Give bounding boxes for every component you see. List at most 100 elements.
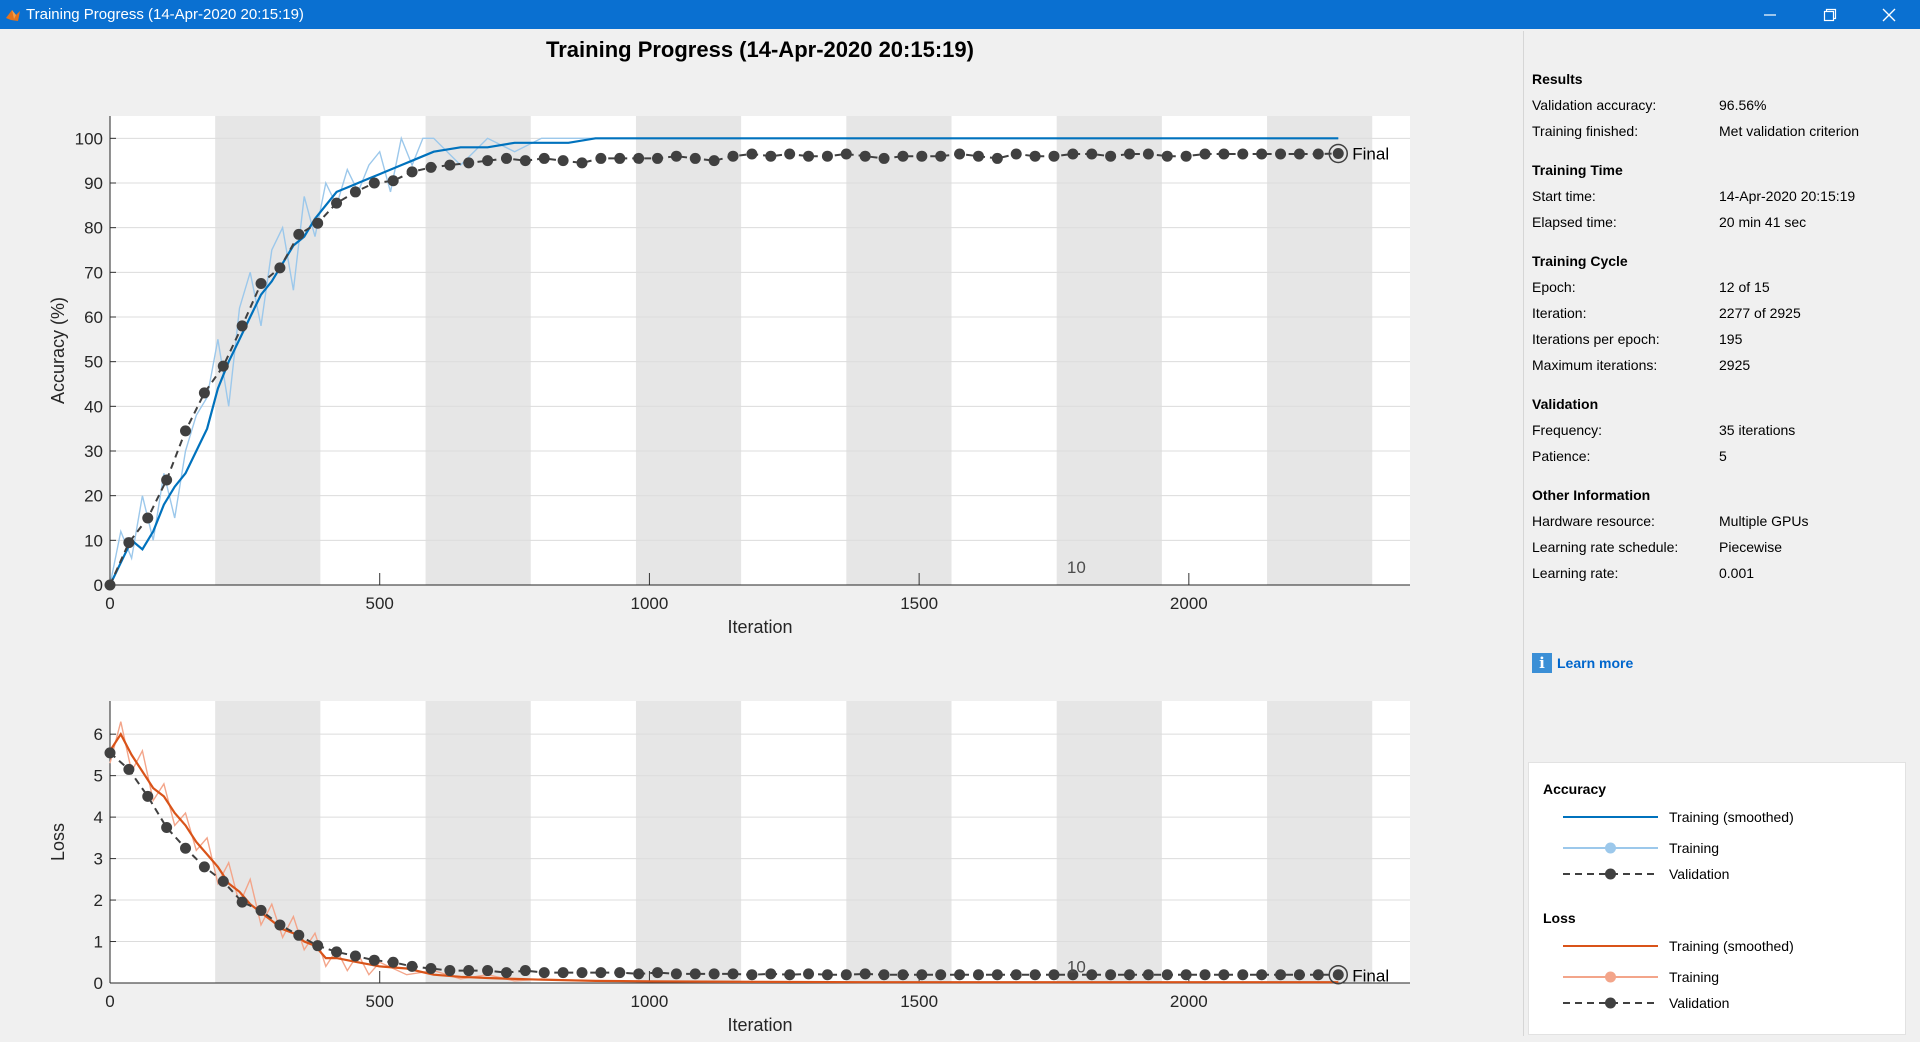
window-titlebar: Training Progress (14-Apr-2020 20:15:19) (0, 0, 1920, 29)
close-button[interactable] (1866, 0, 1912, 29)
validation-point (1067, 969, 1079, 981)
validation-point (444, 159, 456, 171)
epoch-band (1267, 701, 1373, 983)
validation-point (463, 157, 475, 169)
validation-point (614, 967, 626, 979)
validation-point (916, 150, 928, 162)
validation-point (1218, 969, 1230, 981)
x-tick-label: 500 (366, 594, 394, 613)
info-value: 12 of 15 (1719, 279, 1770, 295)
epoch-band (846, 116, 952, 585)
validation-point (349, 950, 361, 962)
info-value: Multiple GPUs (1719, 513, 1809, 529)
validation-point (765, 150, 777, 162)
legend-swatch (1563, 997, 1658, 1009)
info-label: Learning rate schedule: (1532, 539, 1679, 555)
info-label: Hardware resource: (1532, 513, 1655, 529)
validation-point (557, 967, 569, 979)
validation-point (1105, 969, 1117, 981)
y-axis-label: Accuracy (%) (48, 297, 68, 404)
validation-point (123, 537, 135, 549)
validation-point (595, 152, 607, 164)
learn-more-label[interactable]: Learn more (1557, 655, 1634, 671)
validation-point (104, 579, 116, 591)
info-label: Elapsed time: (1532, 214, 1617, 230)
y-tick-label: 3 (94, 850, 103, 869)
validation-point (727, 150, 739, 162)
validation-point (161, 821, 173, 833)
validation-point (312, 940, 324, 952)
y-tick-label: 4 (94, 808, 103, 827)
validation-point (142, 790, 154, 802)
validation-point (1237, 969, 1249, 981)
validation-point (1332, 969, 1344, 981)
validation-point (765, 968, 777, 980)
x-tick-label: 1000 (631, 992, 669, 1011)
validation-point (387, 175, 399, 187)
info-value: Met validation criterion (1719, 123, 1860, 139)
validation-point (180, 842, 192, 854)
validation-point (972, 969, 984, 981)
validation-point (349, 186, 361, 198)
section-heading: Results (1532, 71, 1583, 87)
y-axis-label: Loss (48, 823, 68, 861)
validation-point (255, 904, 267, 916)
epoch-band (846, 701, 952, 983)
y-tick-label: 0 (94, 576, 103, 595)
validation-point (1086, 969, 1098, 981)
validation-point (1275, 969, 1287, 981)
validation-point (935, 150, 947, 162)
legend-label: Training (1669, 840, 1720, 856)
validation-point (425, 962, 437, 974)
validation-point (1332, 148, 1344, 160)
validation-point (1161, 150, 1173, 162)
info-icon: i (1532, 653, 1552, 673)
legend-heading: Loss (1543, 910, 1576, 926)
info-label: Iterations per epoch: (1532, 331, 1660, 347)
epoch-band (635, 116, 742, 585)
validation-point (104, 747, 116, 759)
validation-point (482, 965, 494, 977)
validation-point (689, 152, 701, 164)
info-label: Maximum iterations: (1532, 357, 1658, 373)
validation-point (935, 969, 947, 981)
validation-point (293, 228, 305, 240)
validation-point (708, 155, 720, 167)
validation-point (1142, 969, 1154, 981)
validation-point (519, 965, 531, 977)
info-label: Epoch: (1532, 279, 1576, 295)
info-value: 2277 of 2925 (1719, 305, 1801, 321)
info-value: Piecewise (1719, 539, 1783, 555)
validation-point (954, 148, 966, 160)
restore-button[interactable] (1807, 0, 1853, 29)
validation-point (1105, 150, 1117, 162)
info-value: 96.56% (1719, 97, 1767, 113)
validation-point (803, 150, 815, 162)
x-axis-label: Iteration (727, 1015, 792, 1035)
y-tick-label: 0 (94, 974, 103, 993)
validation-point (538, 967, 550, 979)
info-label: Iteration: (1532, 305, 1587, 321)
validation-point (784, 969, 796, 981)
legend-swatch (1563, 842, 1658, 854)
y-tick-label: 5 (94, 767, 103, 786)
y-tick-label: 70 (84, 263, 103, 282)
validation-point (368, 177, 380, 189)
validation-point (1048, 969, 1060, 981)
legend-panel: Accuracy Training (smoothed) Training Valid… (1528, 762, 1906, 1035)
validation-point (746, 148, 758, 160)
validation-point (293, 929, 305, 941)
window-title: Training Progress (14-Apr-2020 20:15:19) (26, 6, 304, 23)
final-marker (1328, 143, 1349, 164)
x-tick-label: 1500 (900, 594, 938, 613)
validation-point (633, 968, 645, 980)
validation-point (1161, 969, 1173, 981)
x-tick-label: 1500 (900, 992, 938, 1011)
validation-point (500, 152, 512, 164)
legend-label: Training (smoothed) (1669, 938, 1794, 954)
minimize-button[interactable] (1747, 0, 1793, 29)
validation-point (1237, 148, 1249, 160)
validation-point (878, 152, 890, 164)
info-value: 35 iterations (1719, 422, 1796, 438)
